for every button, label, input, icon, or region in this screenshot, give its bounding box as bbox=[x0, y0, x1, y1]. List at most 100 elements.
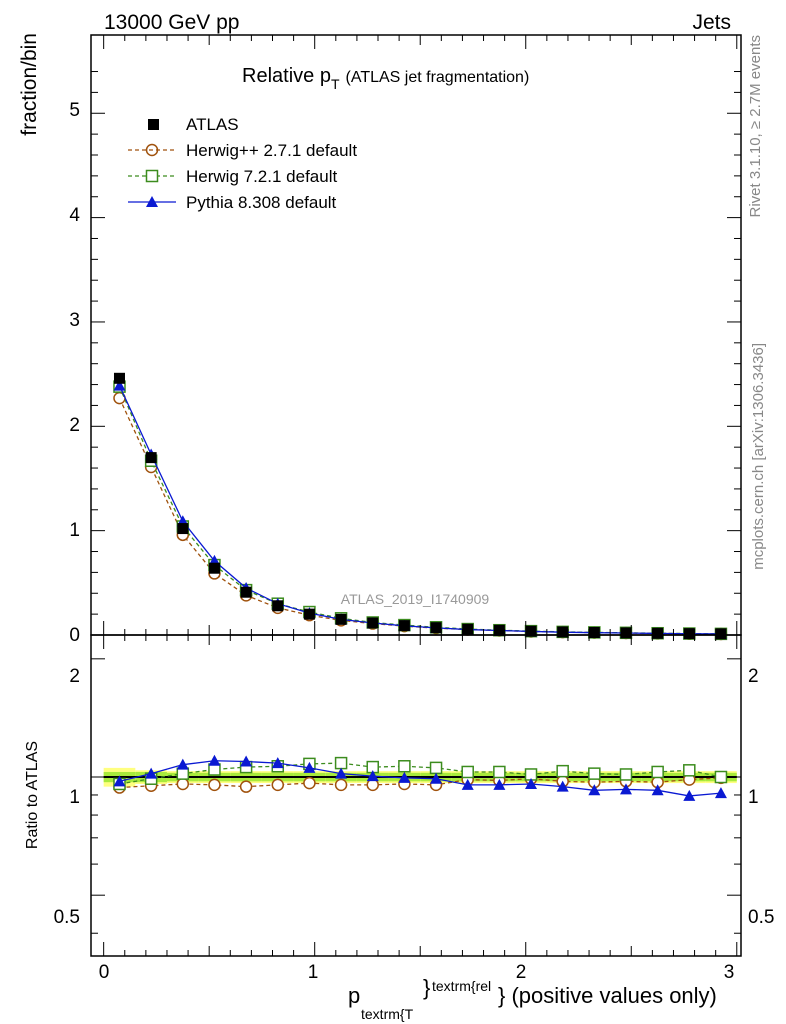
legend-label: Pythia 8.308 default bbox=[186, 193, 337, 212]
ratio-point-pythia bbox=[303, 761, 316, 773]
ratio-point-herwig7 bbox=[588, 767, 601, 780]
ratio-point-herwig7 bbox=[714, 770, 728, 784]
ratio-point-pythia bbox=[430, 772, 443, 784]
ratio-ytick-label: 2 bbox=[69, 666, 80, 687]
legend-marker-herwig7 bbox=[145, 169, 159, 183]
xtick-label: 1 bbox=[308, 962, 319, 983]
ratio-point-herwig7 bbox=[651, 765, 664, 779]
ratio-point-pythia bbox=[651, 784, 664, 796]
ratio-point-herwig7 bbox=[176, 767, 190, 780]
point-atlas bbox=[398, 620, 410, 632]
svg-text:}: } bbox=[423, 975, 430, 1000]
ratio-ytick-label-right: 2 bbox=[748, 666, 759, 687]
point-atlas bbox=[145, 452, 157, 464]
ratio-point-herwig7 bbox=[429, 761, 443, 775]
ratio-ylabel: Ratio to ATLAS bbox=[24, 741, 41, 849]
ratio-ytick-label-right: 1 bbox=[748, 787, 759, 808]
main-ytick-label: 2 bbox=[69, 415, 80, 436]
point-atlas bbox=[272, 600, 284, 612]
point-atlas bbox=[113, 372, 125, 384]
legend: ATLAS Herwig++ 2.7.1 default Herwig 7.2.… bbox=[128, 115, 357, 212]
process-label: Jets bbox=[692, 11, 731, 34]
point-atlas bbox=[367, 617, 379, 629]
ratio-ytick-label-right: 0.5 bbox=[748, 907, 774, 928]
ratio-point-herwigpp bbox=[303, 776, 316, 790]
legend-item-atlas: ATLAS bbox=[148, 115, 239, 134]
ratio-frame bbox=[90, 634, 742, 957]
legend-item-pythia: Pythia 8.308 default bbox=[128, 193, 337, 212]
ratio-point-herwig7 bbox=[334, 756, 348, 770]
legend-item-herwig7: Herwig 7.2.1 default bbox=[128, 167, 337, 186]
rivet-info: Rivet 3.1.10, ≥ 2.7M events bbox=[747, 35, 764, 218]
ratio-point-herwigpp bbox=[176, 777, 190, 791]
point-atlas bbox=[430, 622, 442, 634]
ratio-point-pythia bbox=[493, 778, 506, 790]
ratio-point-pythia bbox=[240, 755, 253, 767]
ratio-point-pythia bbox=[176, 758, 189, 770]
ratio-point-herwig7 bbox=[461, 765, 474, 779]
ratio-point-pythia bbox=[145, 767, 158, 779]
ratio-point-pythia bbox=[619, 783, 632, 795]
xtick-label: 2 bbox=[516, 962, 527, 983]
ratio-point-pythia bbox=[335, 767, 348, 779]
x-axis-label: p textrm{T } textrm{rel } (positive valu… bbox=[348, 975, 717, 1022]
svg-text:} (positive values only): } (positive values only) bbox=[498, 983, 717, 1008]
main-ytick-label: 0 bbox=[69, 625, 80, 646]
point-atlas bbox=[557, 626, 569, 638]
legend-label: Herwig++ 2.7.1 default bbox=[186, 141, 357, 160]
point-atlas bbox=[303, 608, 315, 620]
ratio-point-pythia bbox=[461, 778, 474, 790]
point-atlas bbox=[177, 523, 189, 535]
xtick-label: 3 bbox=[724, 962, 735, 983]
analysis-watermark: ATLAS_2019_I1740909 bbox=[341, 591, 490, 607]
energy-label: 13000 GeV pp bbox=[104, 11, 239, 34]
ratio-ytick-label: 1 bbox=[69, 787, 80, 808]
ratio-point-pythia bbox=[208, 754, 221, 766]
main-ylabel: fraction/bin bbox=[18, 33, 41, 136]
point-pythia bbox=[113, 379, 126, 391]
ratio-ytick-label: 0.5 bbox=[54, 907, 80, 928]
main-ytick-label: 3 bbox=[69, 310, 80, 331]
legend-item-herwigpp: Herwig++ 2.7.1 default bbox=[128, 141, 357, 160]
legend-label: ATLAS bbox=[186, 115, 239, 134]
svg-text:p: p bbox=[348, 983, 360, 1008]
point-atlas bbox=[462, 623, 474, 635]
point-atlas bbox=[525, 625, 537, 637]
main-ytick-label: 1 bbox=[69, 520, 80, 541]
ratio-point-herwig7 bbox=[398, 760, 411, 773]
point-atlas bbox=[493, 624, 505, 636]
svg-text:textrm{T: textrm{T bbox=[361, 1006, 414, 1022]
ratio-point-pythia bbox=[398, 771, 411, 783]
main-ytick-label: 4 bbox=[69, 205, 80, 226]
ratio-point-herwigpp bbox=[334, 778, 348, 792]
ratio-point-herwigpp bbox=[239, 780, 253, 793]
point-atlas bbox=[335, 613, 347, 625]
ratio-point-herwig7 bbox=[493, 765, 506, 779]
point-atlas bbox=[240, 586, 252, 598]
point-atlas bbox=[683, 628, 695, 640]
main-title: Relative pT (ATLAS jet fragmentation) bbox=[242, 65, 529, 92]
xtick-label: 0 bbox=[99, 962, 110, 983]
legend-marker-pythia bbox=[146, 196, 158, 207]
ratio-point-herwigpp bbox=[271, 778, 285, 792]
ratio-point-pythia bbox=[588, 784, 601, 796]
point-atlas bbox=[588, 626, 600, 638]
ratio-point-herwigpp bbox=[208, 778, 221, 792]
legend-marker-atlas bbox=[148, 119, 159, 130]
ratio-point-pythia bbox=[683, 789, 696, 801]
legend-label: Herwig 7.2.1 default bbox=[186, 167, 337, 186]
ratio-point-herwig7 bbox=[556, 764, 569, 778]
ratio-point-pythia bbox=[525, 777, 538, 789]
legend-marker-herwigpp bbox=[145, 143, 159, 157]
ratio-point-pythia bbox=[113, 775, 126, 787]
ratio-point-pythia bbox=[366, 770, 379, 782]
point-atlas bbox=[715, 628, 727, 640]
ratio-line-pythia bbox=[119, 760, 722, 797]
svg-text:textrm{rel: textrm{rel bbox=[432, 978, 491, 994]
point-atlas bbox=[652, 627, 664, 639]
point-atlas bbox=[620, 627, 632, 639]
ratio-point-pythia bbox=[271, 757, 284, 769]
main-ytick-label: 5 bbox=[69, 100, 80, 121]
ratio-point-herwig7 bbox=[619, 768, 633, 781]
